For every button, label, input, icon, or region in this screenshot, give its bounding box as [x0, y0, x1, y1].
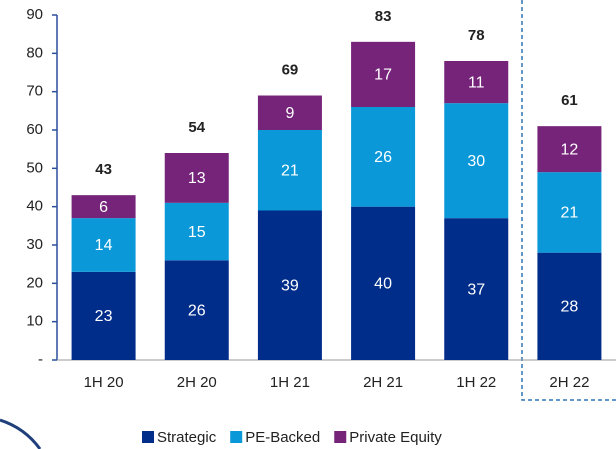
legend: Strategic PE-Backed Private Equity	[142, 429, 442, 446]
data-label: 21	[561, 205, 579, 222]
x-tick-label: 1H 22	[456, 374, 496, 391]
data-label: 39	[281, 277, 299, 294]
bar-segment	[537, 172, 602, 253]
data-label: 15	[188, 224, 206, 241]
bar-segment	[351, 41, 416, 108]
data-label: 26	[374, 149, 392, 166]
total-label: 54	[188, 119, 205, 136]
bar-segment	[351, 107, 416, 207]
y-tick-label: 50	[26, 159, 43, 176]
data-label: 11	[468, 74, 485, 91]
total-label: 69	[282, 61, 299, 78]
legend-label: PE-Backed	[245, 429, 320, 446]
total-label: 43	[95, 161, 112, 178]
y-tick-label: 80	[26, 44, 43, 61]
bar-segment	[537, 126, 602, 173]
data-label: 26	[188, 302, 206, 319]
data-label: 21	[281, 162, 299, 179]
data-label: 37	[467, 281, 485, 298]
data-label: 40	[374, 276, 392, 293]
total-label: 61	[561, 92, 578, 109]
corner-decoration	[0, 418, 42, 449]
x-tick-label: 2H 22	[549, 374, 589, 391]
bar-segment	[71, 218, 136, 272]
data-label: 30	[467, 153, 485, 170]
bar-segment	[164, 202, 229, 261]
data-label: 6	[99, 199, 108, 216]
data-label: 12	[561, 141, 579, 158]
data-label: 17	[374, 67, 392, 84]
total-label: 78	[468, 27, 485, 44]
y-tick-label: 10	[26, 313, 43, 330]
bar-segment	[257, 210, 322, 360]
bar-segment	[71, 271, 136, 360]
legend-swatch	[334, 431, 347, 443]
bar-segment	[537, 252, 602, 360]
y-tick-label: 20	[26, 274, 43, 291]
bar-segment	[257, 130, 322, 211]
x-tick-label: 2H 20	[177, 374, 217, 391]
data-label: 23	[95, 308, 113, 325]
bar-segment	[444, 218, 509, 360]
bar-segment	[444, 103, 509, 219]
data-label: 13	[188, 170, 206, 187]
x-tick-label: 1H 21	[270, 374, 310, 391]
total-label: 83	[375, 8, 392, 25]
legend-label: Strategic	[157, 429, 217, 446]
y-tick-label: 70	[26, 83, 43, 100]
bar-segment	[71, 195, 136, 219]
x-tick-label: 2H 21	[363, 374, 403, 391]
bar-segment	[164, 260, 229, 360]
y-tick-label: -	[38, 351, 43, 368]
data-label: 9	[285, 105, 294, 122]
legend-label: Private Equity	[349, 429, 442, 446]
data-label: 28	[561, 299, 579, 316]
y-tick-label: 90	[26, 6, 43, 23]
bar-segment	[257, 95, 322, 130]
legend-swatch	[230, 431, 243, 443]
y-tick-label: 30	[26, 236, 43, 253]
legend-swatch	[142, 431, 154, 443]
bar-segment	[164, 153, 229, 203]
y-tick-label: 60	[26, 121, 43, 138]
bar-segment	[444, 61, 509, 104]
data-label: 14	[95, 237, 113, 254]
x-tick-label: 1H 20	[84, 374, 124, 391]
y-tick-label: 40	[26, 198, 43, 215]
bar-segment	[351, 206, 416, 360]
forecast-box	[521, 0, 616, 401]
